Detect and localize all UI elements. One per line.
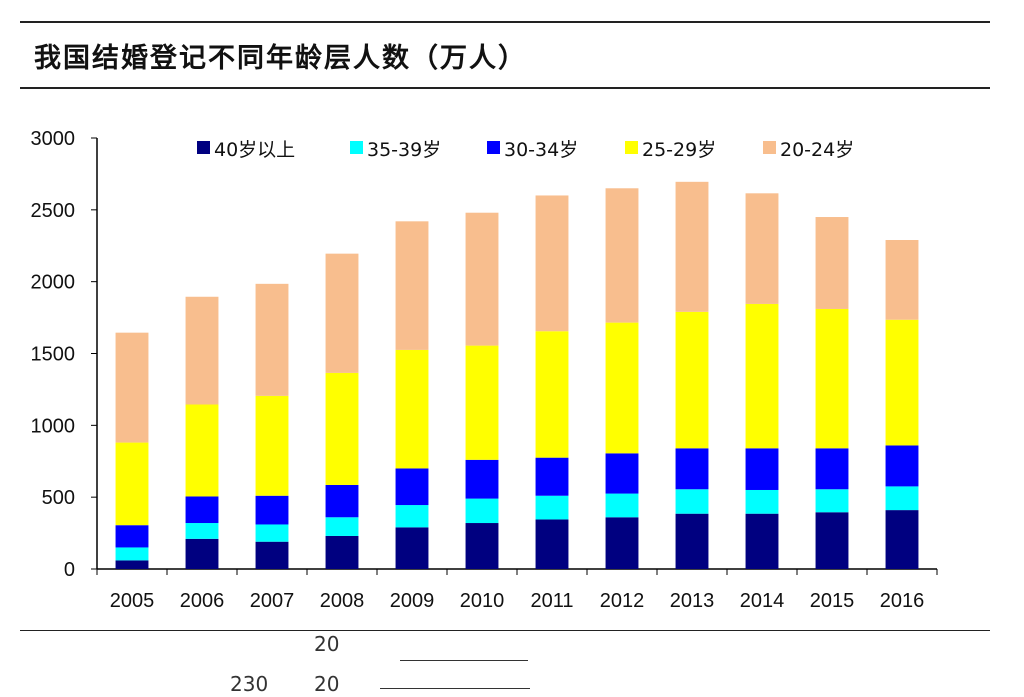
bar-segment: [535, 457, 569, 496]
legend-swatch: [625, 141, 638, 154]
bar-segment: [675, 489, 709, 514]
bar-segment: [745, 513, 779, 569]
bar-segment: [185, 296, 219, 405]
x-tick-label: 2013: [670, 590, 715, 612]
bar-segment: [535, 331, 569, 458]
bar-segment: [465, 523, 499, 569]
bar-segment: [885, 319, 919, 446]
x-tick-label: 2010: [460, 590, 505, 612]
bar-segment: [185, 404, 219, 497]
bar-segment: [815, 512, 849, 569]
bar-segment: [465, 345, 499, 460]
bar-segment: [535, 495, 569, 520]
legend-label: 25-29岁: [642, 139, 716, 161]
x-tick-label: 2012: [600, 590, 645, 612]
x-tick-label: 2008: [320, 590, 365, 612]
bar-segment: [115, 560, 149, 569]
bar-segment: [675, 448, 709, 490]
legend-label: 20-24岁: [780, 139, 854, 161]
bar-segment: [885, 510, 919, 569]
footer-fragment: 20: [314, 672, 340, 696]
bar-segment: [605, 188, 639, 323]
bar-segment: [325, 484, 359, 518]
bar-segment: [115, 332, 149, 443]
bar-segment: [815, 217, 849, 309]
x-tick-label: 2016: [880, 590, 925, 612]
bar-segment: [255, 541, 289, 569]
y-tick-label: 0: [64, 559, 75, 581]
footer-fragment: 230: [230, 672, 269, 696]
bar-segment: [885, 445, 919, 487]
bar-segment: [815, 448, 849, 490]
bottom-rule: [20, 630, 990, 631]
x-tick-label: 2015: [810, 590, 855, 612]
y-tick-label: 3000: [31, 128, 76, 150]
bar-segment: [535, 195, 569, 332]
y-tick-label: 1500: [31, 344, 76, 366]
bar-segment: [185, 538, 219, 569]
footer-fragment: 20: [314, 632, 340, 656]
legend-swatch: [487, 141, 500, 154]
bar-segment: [185, 496, 219, 524]
bar-segment: [395, 527, 429, 569]
y-tick-label: 1000: [31, 415, 76, 437]
bar-segment: [885, 486, 919, 511]
bar-segment: [675, 311, 709, 449]
bar-segment: [115, 525, 149, 548]
bar-segment: [745, 489, 779, 514]
bar-segment: [745, 448, 779, 490]
bar-segment: [815, 489, 849, 513]
bar-segment: [675, 181, 709, 312]
bar-segment: [255, 283, 289, 396]
bar-segment: [325, 253, 359, 373]
bar-segment: [605, 453, 639, 494]
bar-segment: [115, 442, 149, 526]
bar-segment: [395, 468, 429, 506]
bar-segment: [465, 459, 499, 499]
bar-segment: [605, 517, 639, 569]
bar-segment: [605, 322, 639, 454]
x-tick-label: 2014: [740, 590, 785, 612]
legend-swatch: [197, 141, 210, 154]
bar-segment: [255, 495, 289, 525]
bar-segment: [605, 493, 639, 518]
legend-label: 30-34岁: [504, 139, 578, 161]
legend-label: 40岁以上: [214, 139, 295, 161]
legend-swatch: [763, 141, 776, 154]
x-tick-label: 2011: [530, 590, 573, 612]
bar-segment: [815, 308, 849, 449]
bar-segment: [675, 513, 709, 569]
bar-segment: [325, 535, 359, 569]
x-tick-label: 2005: [110, 590, 155, 612]
title-rule: [20, 87, 990, 89]
bar-segment: [325, 372, 359, 485]
x-tick-label: 2006: [180, 590, 225, 612]
bar-segment: [395, 349, 429, 469]
bar-segment: [885, 240, 919, 320]
x-tick-label: 2009: [390, 590, 435, 612]
legend-swatch: [350, 141, 363, 154]
bar-segment: [185, 523, 219, 539]
y-tick-label: 2500: [31, 200, 76, 222]
x-tick-label: 2007: [250, 590, 295, 612]
footer-line: [400, 660, 528, 661]
top-rule: [20, 21, 990, 23]
bar-segment: [535, 519, 569, 569]
bar-segment: [465, 212, 499, 346]
y-tick-label: 2000: [31, 272, 76, 294]
footer-line: [380, 688, 530, 689]
bar-segment: [395, 505, 429, 528]
bar-segment: [115, 547, 149, 561]
bar-segment: [745, 193, 779, 304]
bar-segment: [255, 524, 289, 542]
bar-segment: [465, 498, 499, 524]
bar-segment: [255, 395, 289, 496]
legend-label: 35-39岁: [367, 139, 441, 161]
bar-segment: [395, 221, 429, 350]
bar-segment: [325, 517, 359, 536]
chart-title: 我国结婚登记不同年龄层人数（万人）: [34, 43, 527, 74]
y-tick-label: 500: [42, 487, 75, 509]
bar-segment: [745, 303, 779, 449]
